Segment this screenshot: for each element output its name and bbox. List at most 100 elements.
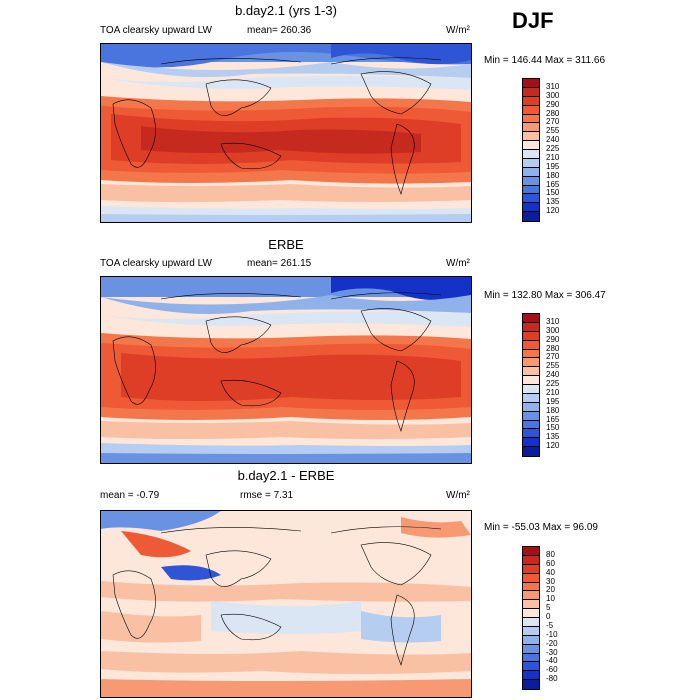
colorbar-swatch [523, 123, 539, 133]
colorbar-tick-label: 310 [546, 316, 560, 326]
colorbar-swatch [523, 96, 539, 106]
panel-3-title: b.day2.1 - ERBE [237, 468, 335, 483]
colorbar-tick-label: 120 [546, 206, 560, 216]
panel-3-mean-label: mean = -0.79 [100, 490, 160, 501]
colorbar-tick-label: 150 [546, 188, 560, 198]
colorbar-tick-label: 120 [546, 441, 560, 451]
colorbar-swatch [523, 547, 539, 556]
colorbar-swatch [523, 314, 539, 323]
panel-2-map [100, 276, 472, 464]
colorbar-tick-label: 5 [546, 603, 551, 613]
colorbar-tick-label: 150 [546, 423, 560, 433]
panel-3-minmax: Min = -55.03 Max = 96.09 [484, 522, 598, 533]
colorbar-swatch [523, 573, 539, 583]
colorbar-swatch [523, 618, 539, 627]
colorbar-tick-label: 240 [546, 135, 560, 145]
colorbar-swatch [523, 340, 539, 350]
colorbar-swatch [523, 105, 539, 115]
panel-2-unit-label: W/m² [446, 258, 470, 269]
colorbar-swatch [523, 203, 539, 213]
panel-2-map-field [101, 277, 471, 463]
colorbar-swatch [523, 402, 539, 412]
colorbar-swatch [523, 376, 539, 385]
panel-1-colorbar [522, 78, 540, 222]
colorbar-swatch [523, 194, 539, 204]
colorbar-swatch [523, 662, 539, 672]
colorbar-swatch [523, 564, 539, 574]
colorbar-swatch [523, 185, 539, 195]
colorbar-tick-label: 280 [546, 343, 560, 353]
colorbar-tick-label: 20 [546, 585, 555, 595]
colorbar-swatch [523, 626, 539, 636]
colorbar-tick-label: 290 [546, 334, 560, 344]
colorbar-tick-label: -20 [546, 638, 558, 648]
colorbar-tick-label: -80 [546, 674, 558, 684]
colorbar-swatch [523, 114, 539, 124]
colorbar-tick-label: 255 [546, 126, 560, 136]
colorbar-swatch [523, 141, 539, 150]
colorbar-swatch [523, 385, 539, 394]
colorbar-swatch [523, 349, 539, 359]
colorbar-tick-label: 135 [546, 197, 560, 207]
colorbar-swatch [523, 150, 539, 159]
colorbar-swatch [523, 176, 539, 186]
colorbar-tick-label: -5 [546, 620, 554, 630]
colorbar-tick-label: 195 [546, 396, 560, 406]
colorbar-tick-label: -30 [546, 647, 558, 657]
colorbar-tick-label: -10 [546, 629, 558, 639]
colorbar-tick-label: -60 [546, 665, 558, 675]
colorbar-tick-label: 0 [546, 612, 551, 621]
colorbar-tick-label: 310 [546, 81, 560, 91]
colorbar-swatch [523, 609, 539, 618]
colorbar-tick-label: 180 [546, 170, 560, 180]
colorbar-tick-label: 210 [546, 387, 560, 397]
colorbar-swatch [523, 644, 539, 654]
colorbar-swatch [523, 393, 539, 403]
colorbar-tick-label: 210 [546, 152, 560, 162]
colorbar-tick-label: 300 [546, 325, 560, 335]
colorbar-swatch [523, 671, 539, 681]
colorbar-tick-label: 40 [546, 567, 555, 577]
panel-1-title: b.day2.1 (yrs 1-3) [235, 3, 337, 18]
colorbar-swatch [523, 555, 539, 565]
panel-1-map-field [101, 44, 471, 222]
panel-1-variable-label: TOA clearsky upward LW [100, 25, 212, 36]
panel-2-title: ERBE [268, 237, 304, 252]
panel-1-minmax: Min = 146.44 Max = 311.66 [484, 55, 606, 66]
colorbar-swatch [523, 331, 539, 341]
colorbar-swatch [523, 322, 539, 332]
panel-3-colorbar [522, 546, 540, 690]
colorbar-tick-label: -40 [546, 656, 558, 666]
colorbar-swatch [523, 158, 539, 168]
colorbar-tick-label: 255 [546, 361, 560, 371]
panel-3-map-field [101, 511, 471, 697]
colorbar-swatch [523, 132, 539, 142]
colorbar-swatch [523, 447, 539, 456]
colorbar-swatch [523, 212, 539, 221]
colorbar-tick-label: 300 [546, 90, 560, 100]
colorbar-tick-label: 30 [546, 576, 555, 586]
colorbar-tick-label: 60 [546, 558, 555, 568]
colorbar-swatch [523, 411, 539, 421]
colorbar-tick-label: 195 [546, 161, 560, 171]
colorbar-tick-label: 165 [546, 179, 560, 189]
panel-3-map [100, 510, 472, 698]
colorbar-swatch [523, 358, 539, 368]
colorbar-tick-label: 270 [546, 352, 560, 362]
panel-1-unit-label: W/m² [446, 25, 470, 36]
colorbar-swatch [523, 653, 539, 663]
colorbar-swatch [523, 582, 539, 592]
colorbar-tick-label: 225 [546, 379, 560, 388]
colorbar-tick-label: 225 [546, 144, 560, 153]
colorbar-tick-label: 10 [546, 594, 555, 604]
colorbar-tick-label: 165 [546, 414, 560, 424]
panel-2-mean-label: mean= 261.15 [247, 258, 312, 269]
colorbar-tick-label: 135 [546, 432, 560, 442]
colorbar-tick-label: 180 [546, 405, 560, 415]
panel-1-mean-label: mean= 260.36 [247, 25, 312, 36]
panel-2-minmax: Min = 132.80 Max = 306.47 [484, 290, 606, 301]
colorbar-swatch [523, 429, 539, 439]
colorbar-tick-label: 270 [546, 117, 560, 127]
colorbar-swatch [523, 600, 539, 610]
colorbar-swatch [523, 420, 539, 430]
